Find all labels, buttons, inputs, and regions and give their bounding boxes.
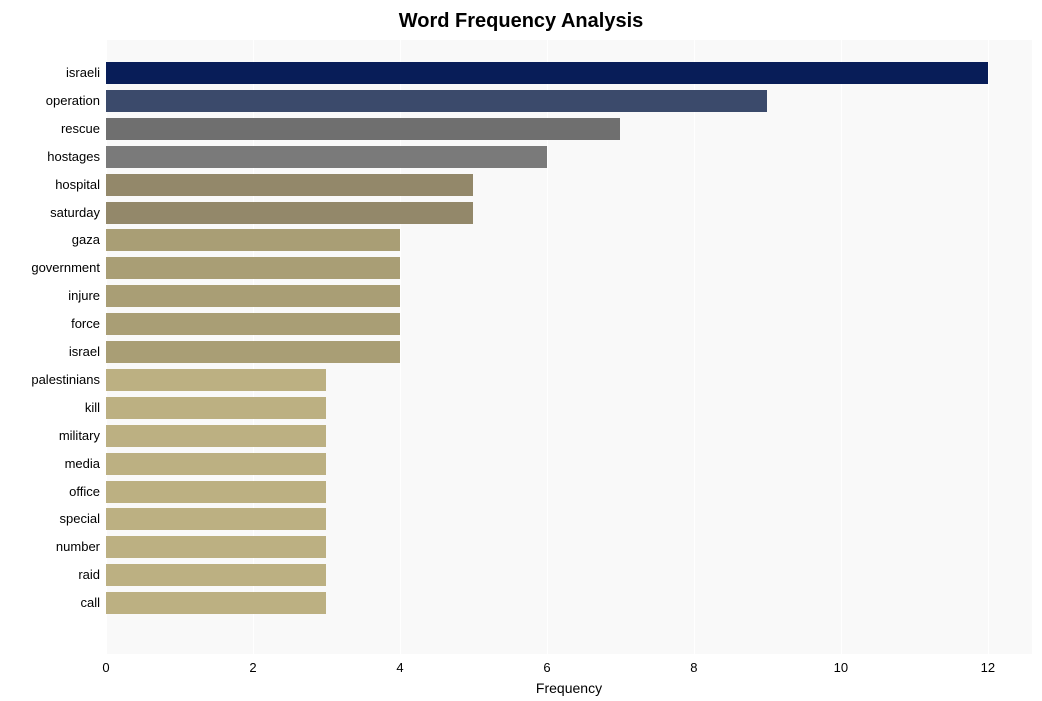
- bar: [106, 285, 400, 307]
- gridline: [988, 40, 989, 654]
- y-tick-label: military: [59, 425, 106, 447]
- y-tick-label: call: [80, 592, 106, 614]
- bar: [106, 397, 326, 419]
- y-tick-label: government: [31, 257, 106, 279]
- y-tick-label: saturday: [50, 202, 106, 224]
- x-tick-label: 0: [102, 654, 109, 675]
- bar: [106, 508, 326, 530]
- bar: [106, 536, 326, 558]
- y-tick-label: israeli: [66, 62, 106, 84]
- y-tick-label: israel: [69, 341, 106, 363]
- y-tick-label: special: [60, 508, 106, 530]
- x-tick-label: 12: [981, 654, 995, 675]
- bar: [106, 146, 547, 168]
- x-axis-label: Frequency: [106, 654, 1032, 696]
- bar: [106, 313, 400, 335]
- y-tick-label: media: [65, 453, 106, 475]
- bar: [106, 202, 473, 224]
- chart-container: Word Frequency Analysis Frequency 024681…: [0, 0, 1042, 701]
- plot-area: Frequency 024681012israelioperationrescu…: [106, 40, 1032, 654]
- y-tick-label: raid: [78, 564, 106, 586]
- x-tick-label: 4: [396, 654, 403, 675]
- chart-title: Word Frequency Analysis: [0, 10, 1042, 33]
- y-tick-label: operation: [46, 90, 106, 112]
- bar: [106, 90, 767, 112]
- bar: [106, 62, 988, 84]
- bar: [106, 174, 473, 196]
- y-tick-label: gaza: [72, 229, 106, 251]
- bar: [106, 592, 326, 614]
- y-tick-label: hospital: [55, 174, 106, 196]
- bar: [106, 257, 400, 279]
- y-tick-label: injure: [68, 285, 106, 307]
- y-tick-label: number: [56, 536, 106, 558]
- gridline: [841, 40, 842, 654]
- y-tick-label: office: [69, 481, 106, 503]
- x-tick-label: 2: [249, 654, 256, 675]
- bar: [106, 481, 326, 503]
- y-tick-label: rescue: [61, 118, 106, 140]
- bar: [106, 425, 326, 447]
- y-tick-label: hostages: [47, 146, 106, 168]
- bar: [106, 453, 326, 475]
- x-tick-label: 8: [690, 654, 697, 675]
- bar: [106, 341, 400, 363]
- x-tick-label: 10: [834, 654, 848, 675]
- gridline: [694, 40, 695, 654]
- bar: [106, 229, 400, 251]
- y-tick-label: palestinians: [31, 369, 106, 391]
- bar: [106, 564, 326, 586]
- y-tick-label: force: [71, 313, 106, 335]
- bar: [106, 118, 620, 140]
- x-tick-label: 6: [543, 654, 550, 675]
- y-tick-label: kill: [85, 397, 106, 419]
- bar: [106, 369, 326, 391]
